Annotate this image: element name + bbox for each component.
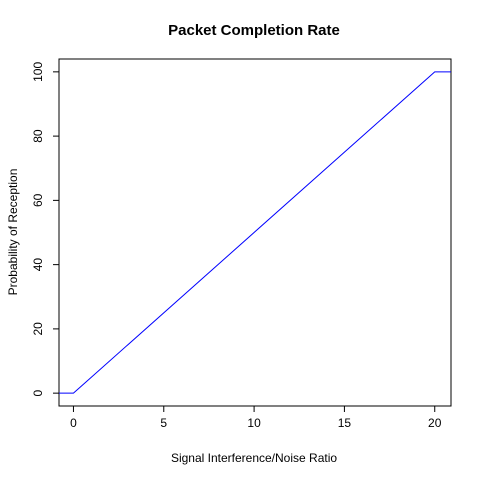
x-tick-label: 10 <box>247 416 261 430</box>
x-tick-label: 15 <box>338 416 352 430</box>
x-tick-label: 5 <box>160 416 167 430</box>
series-layer <box>59 71 451 394</box>
x-axis: 0 5 10 15 20 <box>70 406 442 430</box>
series-line <box>59 71 451 394</box>
chart-title: Packet Completion Rate <box>168 22 340 39</box>
y-tick-label: 40 <box>31 258 45 272</box>
y-axis: 0 20 40 60 80 100 <box>31 62 59 396</box>
y-tick-label: 80 <box>31 129 45 143</box>
y-tick-label: 60 <box>31 193 45 207</box>
x-tick-label: 20 <box>428 416 442 430</box>
y-axis-label: Probability of Reception <box>6 169 20 296</box>
y-tick-label: 100 <box>31 62 45 82</box>
y-tick-label: 0 <box>31 389 45 396</box>
x-axis-label: Signal Interference/Noise Ratio <box>171 451 337 465</box>
plot-frame <box>58 58 452 407</box>
y-tick-label: 20 <box>31 322 45 336</box>
x-tick-label: 0 <box>70 416 77 430</box>
